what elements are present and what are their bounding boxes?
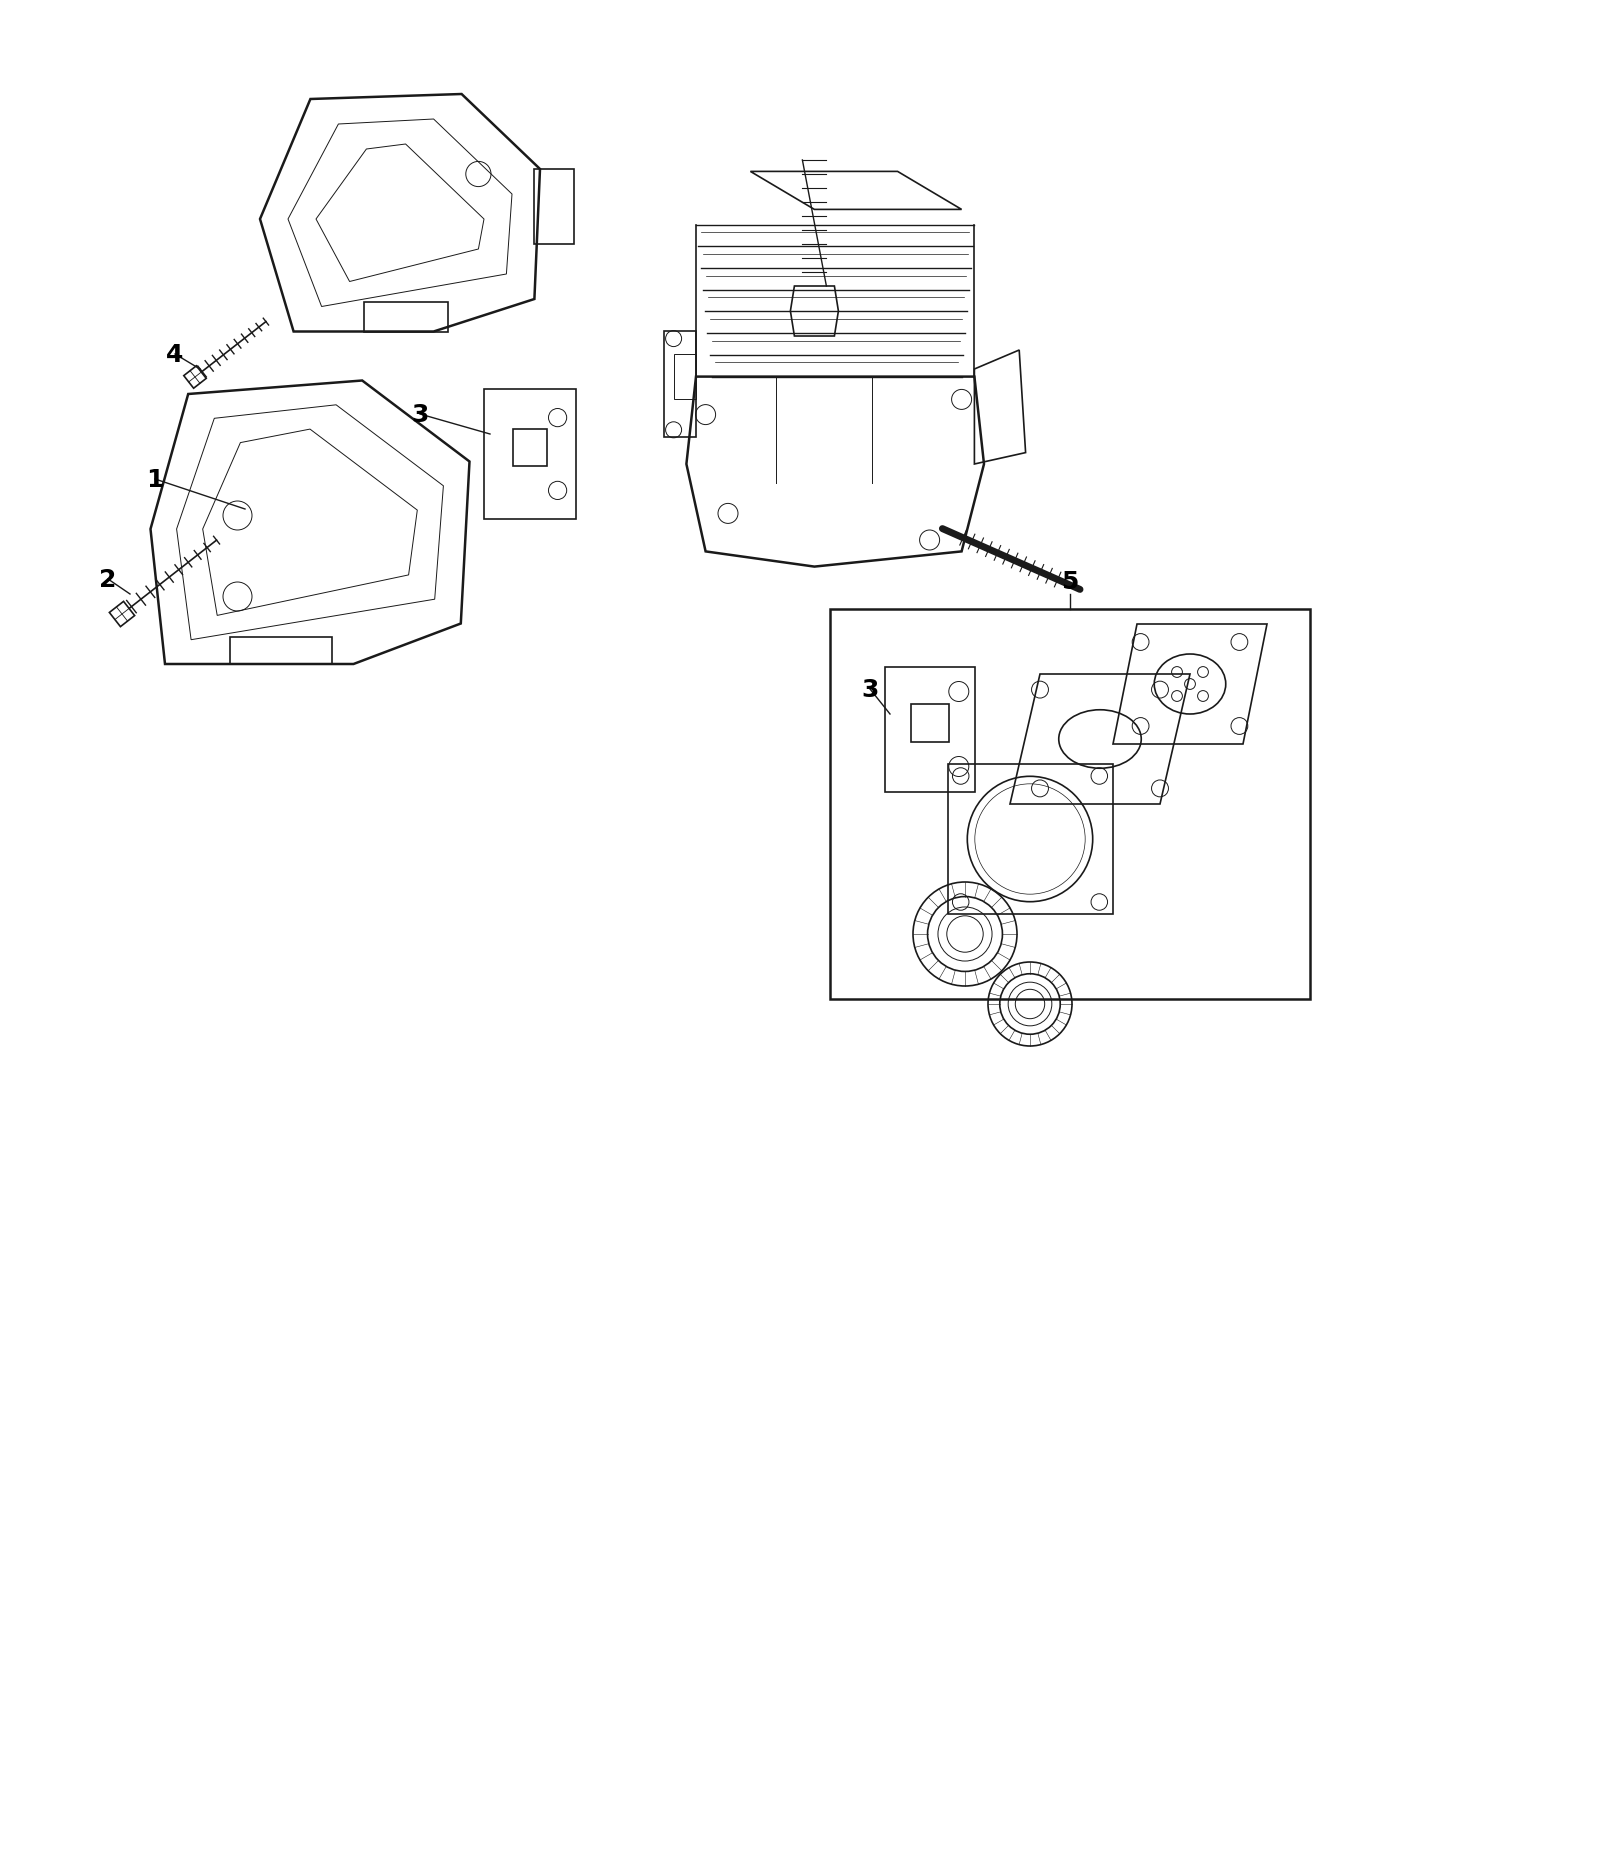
Bar	[674, 354, 696, 401]
Bar	[830, 610, 1310, 999]
Text: 3: 3	[411, 403, 429, 427]
Text: 5: 5	[1061, 570, 1078, 593]
Text: 3: 3	[861, 678, 878, 701]
Polygon shape	[184, 367, 206, 390]
Text: 4: 4	[166, 343, 184, 367]
Bar	[512, 431, 547, 466]
Text: 2: 2	[99, 569, 117, 591]
Bar	[947, 764, 1112, 915]
Bar	[910, 705, 949, 742]
Bar	[230, 637, 331, 665]
Bar	[885, 667, 974, 792]
Text: 1: 1	[146, 468, 163, 492]
Bar	[483, 390, 576, 520]
Bar	[363, 302, 448, 332]
Polygon shape	[109, 602, 134, 628]
